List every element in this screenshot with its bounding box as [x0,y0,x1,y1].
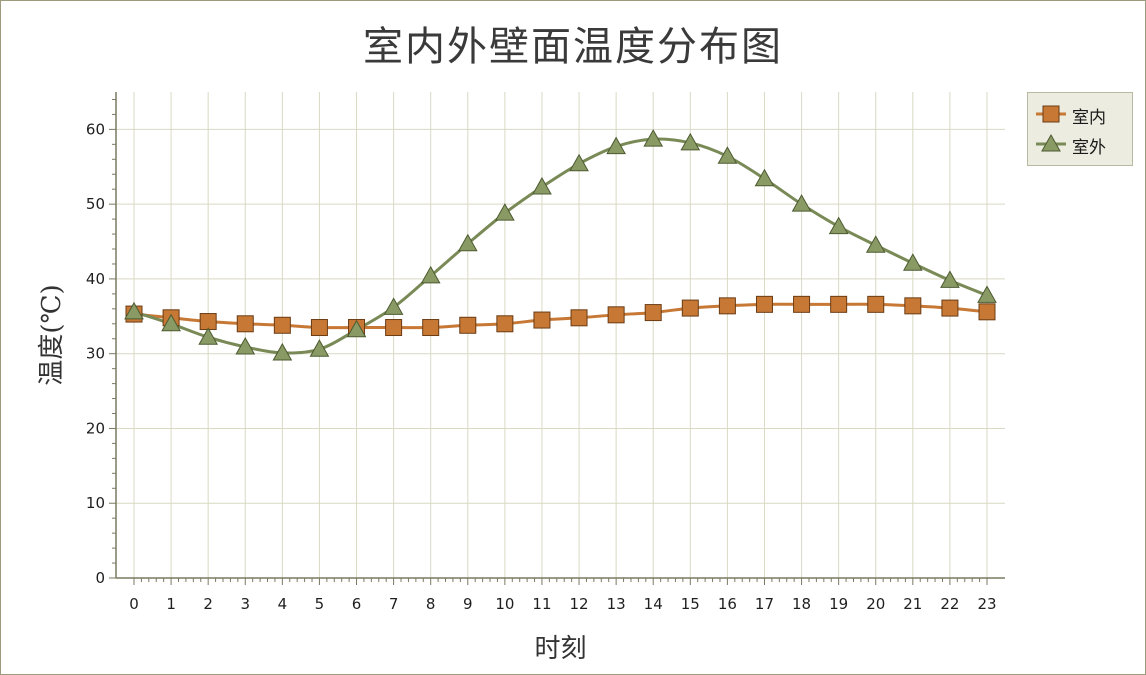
y-tick-label: 0 [95,569,105,587]
legend-marker-triangle [1041,133,1061,152]
legend-label-outdoor: 室外 [1072,138,1106,158]
data-point-outdoor [680,132,701,151]
y-tick-label: 50 [86,195,105,213]
chart-title: 室内外壁面温度分布图 [363,24,783,70]
y-tick-label: 40 [86,270,105,288]
x-tick-label: 21 [903,595,922,613]
x-axis-title: 时刻 [534,634,586,664]
data-point-indoor [644,304,662,322]
data-point-indoor [793,295,811,313]
data-point-outdoor [161,313,181,332]
data-point-outdoor [606,136,626,155]
y-axis-title: 温度(℃) [37,284,67,385]
data-point-indoor [830,295,848,313]
data-point-indoor [236,315,254,333]
data-point-indoor [681,299,699,317]
data-point-indoor [199,313,217,331]
data-point-outdoor [754,168,775,187]
data-point-outdoor [977,285,997,303]
data-point-outdoor [902,253,923,271]
data-point-outdoor [569,153,589,172]
data-point-indoor [310,319,328,337]
x-tick-label: 20 [866,595,885,613]
data-point-outdoor [383,297,404,315]
data-point-indoor [607,306,625,324]
x-tick-label: 7 [389,595,399,613]
data-point-outdoor [124,301,144,320]
x-tick-label: 16 [718,595,737,613]
data-point-indoor [422,319,440,337]
y-tick-label: 20 [86,419,105,437]
plot-background [116,92,1005,578]
data-point-outdoor [865,235,886,253]
data-point-outdoor [532,176,552,195]
x-tick-label: 18 [792,595,811,613]
data-point-indoor [718,297,736,315]
x-tick-label: 0 [129,595,139,613]
x-tick-label: 2 [203,595,213,613]
data-point-outdoor [420,265,441,284]
data-point-outdoor [235,336,256,355]
x-tick-label: 11 [532,595,551,613]
x-tick-label: 5 [315,595,325,613]
x-tick-label: 9 [463,595,473,613]
data-point-indoor [867,295,885,313]
data-point-indoor [496,315,514,333]
x-tick-label: 14 [644,595,663,613]
x-tick-label: 3 [240,595,250,613]
legend-swatch-indoor [1036,105,1066,123]
data-point-outdoor [457,233,478,252]
data-point-indoor [273,316,291,334]
data-point-indoor [941,299,959,317]
legend-label-indoor: 室内 [1072,108,1106,128]
data-point-outdoor [198,327,219,345]
x-tick-label: 13 [607,595,626,613]
data-point-outdoor [791,194,812,212]
x-tick-label: 22 [940,595,959,613]
data-point-indoor [755,295,773,313]
x-tick-label: 19 [829,595,848,613]
series-layer [124,129,997,361]
data-point-indoor [459,316,477,334]
x-tick-label: 17 [755,595,774,613]
data-point-outdoor [643,129,664,147]
x-tick-label: 10 [495,595,514,613]
data-point-indoor [533,311,551,329]
data-point-outdoor [940,270,960,288]
data-point-outdoor [272,342,293,361]
x-tick-label: 15 [681,595,700,613]
legend-item-outdoor: 室外 [1034,131,1130,158]
y-tick-label: 60 [86,120,105,138]
data-point-outdoor [309,339,330,357]
x-tick-label: 6 [352,595,362,613]
x-tick-label: 23 [977,595,996,613]
data-point-indoor [570,309,588,327]
data-point-indoor [385,319,403,337]
data-point-outdoor [495,203,515,221]
legend-marker-square [1042,105,1060,123]
data-point-outdoor [717,146,738,164]
x-tick-label: 8 [426,595,436,613]
y-tick-label: 10 [86,494,105,512]
y-tick-label: 30 [86,345,105,363]
legend-swatch-outdoor [1036,133,1066,152]
gridlines [116,92,1005,579]
x-tick-label: 4 [278,595,288,613]
x-tick-label: 1 [166,595,176,613]
data-point-indoor [978,303,996,321]
data-point-outdoor [828,216,849,235]
data-point-indoor [904,297,922,315]
legend: 室内 室外 [1027,92,1133,166]
x-tick-label: 12 [569,595,588,613]
data-point-outdoor [346,319,367,338]
legend-item-indoor: 室内 [1034,101,1130,128]
